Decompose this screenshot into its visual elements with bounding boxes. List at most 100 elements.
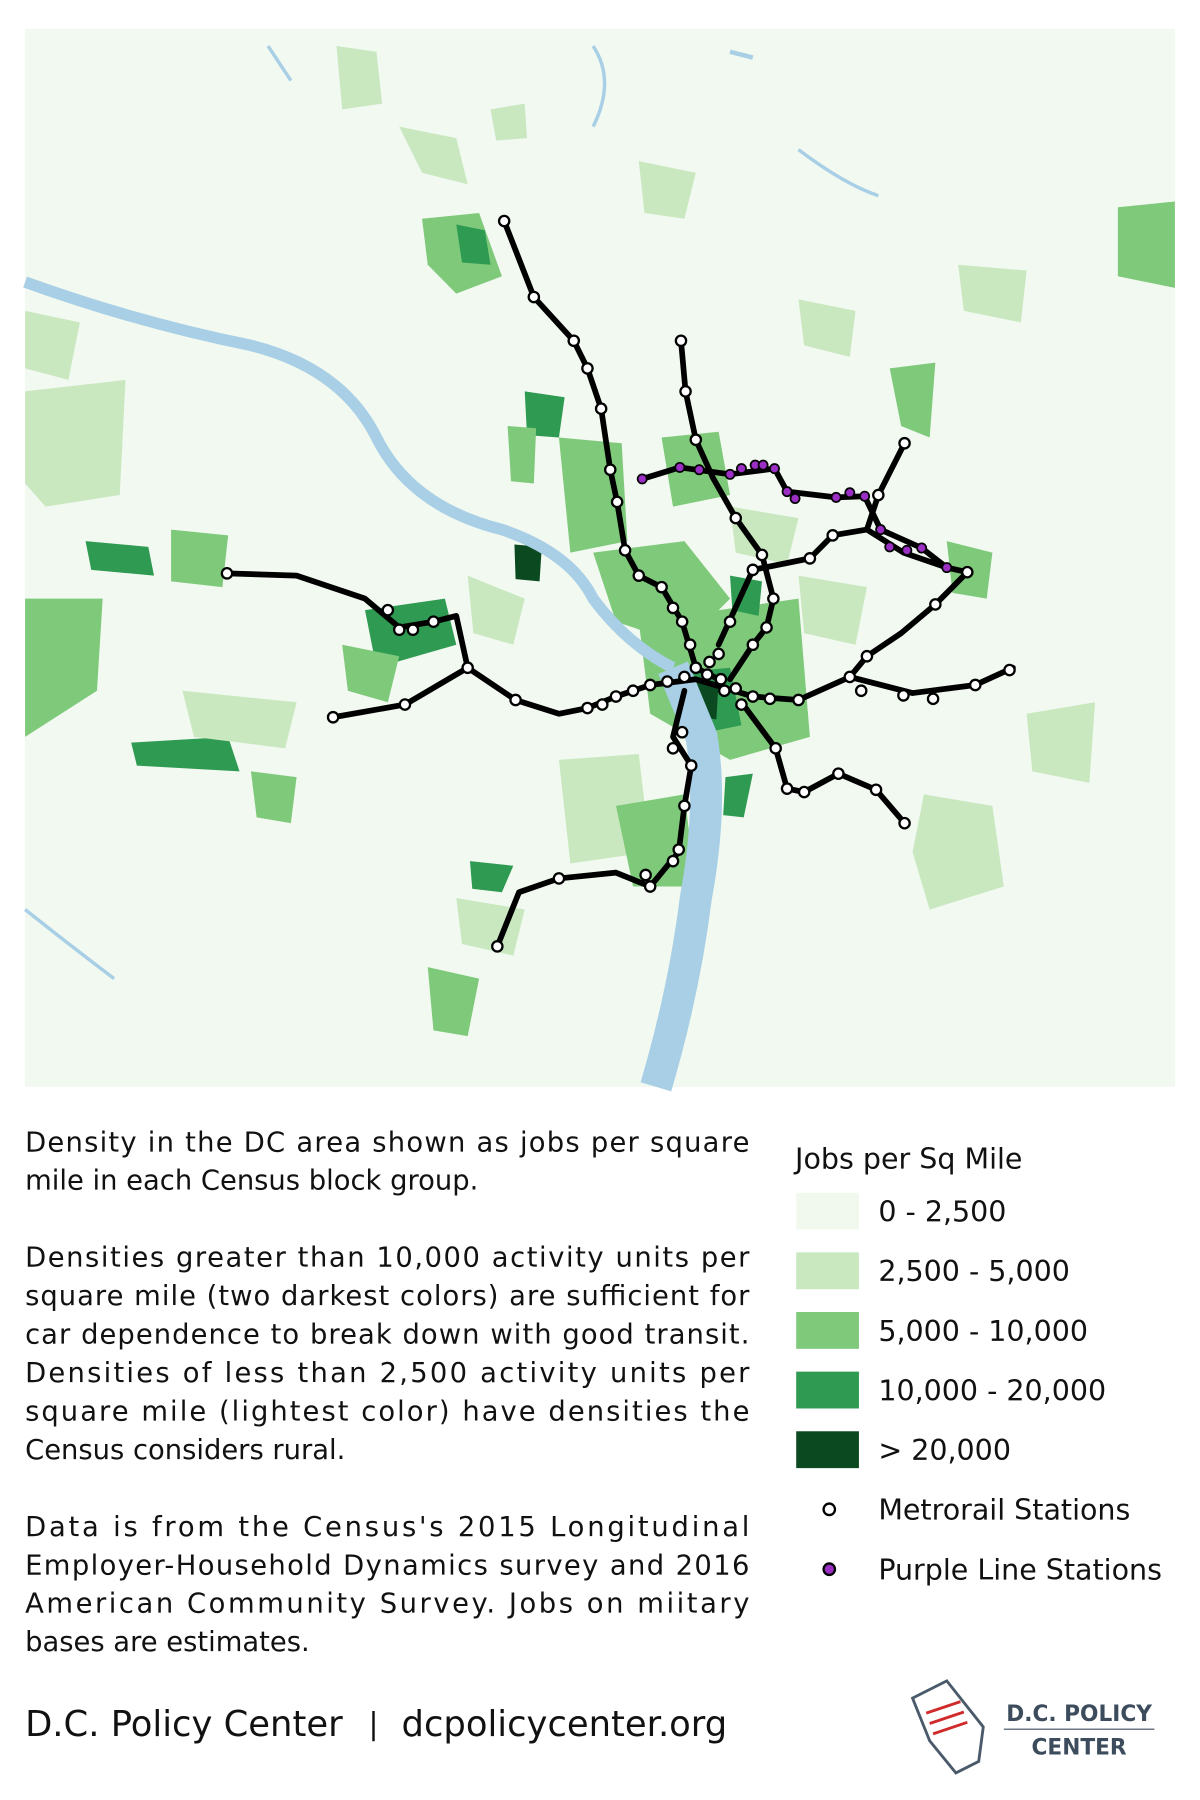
density-area (958, 264, 1027, 323)
purple-station-marker (884, 541, 896, 553)
station-marker (626, 684, 640, 698)
station-marker (729, 511, 743, 525)
separator: | (368, 1707, 378, 1742)
metro-line (639, 464, 950, 571)
station-marker (609, 690, 623, 703)
station-marker (552, 872, 566, 885)
purple-station-marker (724, 468, 736, 480)
purple-line-stations (636, 459, 953, 574)
density-area (25, 598, 103, 737)
station-marker (461, 661, 474, 675)
station-marker (639, 868, 652, 882)
station-marker (854, 684, 868, 698)
legend-swatch (796, 1431, 859, 1469)
density-area (131, 736, 240, 772)
station-marker (675, 725, 689, 739)
logo-icon (910, 1679, 985, 1775)
density-area (171, 529, 229, 588)
station-marker (929, 598, 942, 611)
station-marker (603, 463, 617, 477)
station-marker (746, 690, 760, 703)
station-marker (712, 647, 725, 661)
purple-station-marker (875, 524, 887, 536)
station-marker (610, 495, 624, 509)
density-area (182, 690, 297, 749)
station-marker (491, 940, 504, 953)
density-area (336, 46, 383, 110)
station-marker (666, 601, 680, 615)
legend-label: Purple Line Stations (878, 1552, 1162, 1586)
station-marker (594, 402, 608, 416)
station-marker (661, 675, 674, 688)
station-marker (398, 698, 412, 711)
station-marker (666, 742, 680, 755)
station-marker (527, 290, 541, 304)
river (729, 49, 754, 60)
river (24, 908, 116, 980)
legend-marker (822, 1502, 837, 1517)
density-area (456, 898, 525, 956)
description: Density in the DC area shown as jobs per… (25, 1126, 750, 1658)
density-area (524, 391, 565, 438)
station-marker (843, 670, 857, 684)
station-marker (581, 362, 594, 375)
station-marker (961, 565, 974, 579)
station-marker (678, 670, 691, 684)
description-line: American Community Survey. Jobs on miita… (25, 1588, 749, 1620)
station-marker (1003, 663, 1016, 677)
station-marker (746, 563, 760, 577)
station-marker (666, 854, 680, 868)
footer: D.C. Policy Center | dcpolicycenter.org … (25, 1679, 1155, 1775)
station-marker (792, 693, 805, 707)
density-area (456, 224, 491, 265)
legend-swatch (796, 1371, 859, 1409)
description-line: square mile (two darkest colors) are suf… (25, 1280, 750, 1312)
station-marker (897, 689, 910, 702)
purple-station-marker (859, 490, 871, 502)
density-area (25, 379, 126, 507)
description-line: square mile (lightest color) have densit… (25, 1395, 749, 1427)
purple-station-marker (781, 486, 793, 498)
station-marker (780, 782, 794, 795)
station-marker (220, 567, 234, 580)
station-marker (755, 548, 769, 562)
station-marker (735, 698, 748, 711)
density-area (427, 967, 480, 1037)
station-marker (689, 433, 703, 447)
station-marker (769, 742, 782, 755)
description-line: car dependence to break down with good t… (25, 1318, 749, 1350)
station-marker (746, 638, 760, 652)
station-marker (326, 710, 340, 724)
legend-label: Metrorail Stations (878, 1493, 1130, 1527)
station-marker (632, 569, 646, 582)
legend: Jobs per Sq Mile 0 - 2,500 2,500 - 5,000 5… (793, 1141, 1162, 1586)
station-marker (869, 783, 883, 797)
station-marker (969, 678, 982, 692)
density-area (638, 161, 696, 219)
purple-station-marker (901, 544, 913, 556)
legend-title: Jobs per Sq Mile (793, 1141, 1022, 1175)
purple-station-marker (844, 487, 856, 499)
metro-stations (220, 214, 1016, 953)
station-marker (655, 580, 668, 594)
station-marker (689, 661, 703, 675)
station-marker (596, 698, 609, 711)
logo-text: D.C. POLICY (1006, 1702, 1152, 1727)
station-marker (406, 623, 420, 637)
density-area (514, 544, 542, 582)
station-marker (427, 615, 440, 629)
purple-station-marker (636, 473, 648, 485)
density-area (85, 541, 154, 576)
logo-text: CENTER (1032, 1735, 1127, 1760)
station-marker (618, 543, 632, 557)
purple-station-marker (789, 493, 801, 504)
description-line: Densities of less than 2,500 activity un… (25, 1357, 750, 1389)
map (23, 28, 1175, 1092)
river (23, 276, 676, 673)
density-area (1117, 201, 1175, 288)
density-area (25, 310, 80, 380)
station-marker (509, 693, 522, 707)
station-marker (581, 701, 594, 715)
description-line: Employer-Household Dynamics survey and 2… (25, 1549, 749, 1581)
